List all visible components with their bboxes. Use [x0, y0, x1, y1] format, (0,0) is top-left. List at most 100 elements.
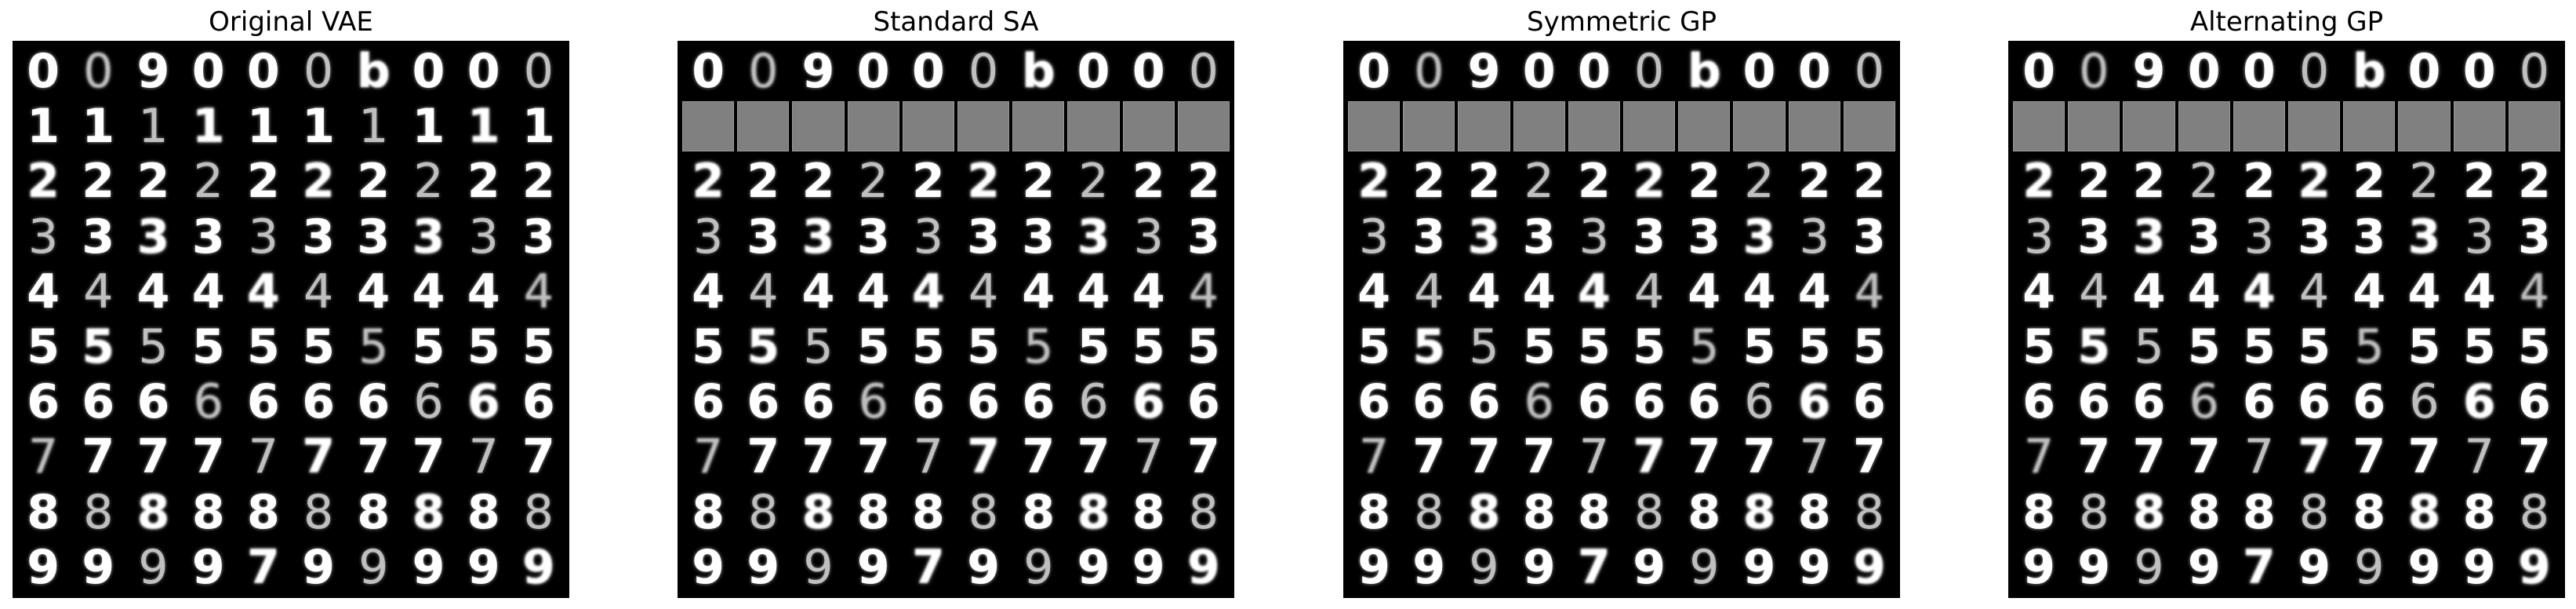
digit-cell: 6	[858, 374, 888, 430]
erased-digit-cell	[1177, 101, 1230, 152]
digit-cell: 5	[967, 319, 1000, 375]
erased-digit-cell	[2233, 101, 2285, 152]
digit-cell: 5	[2407, 319, 2441, 375]
digit-cell: 4	[2243, 264, 2276, 319]
digit-cell: 1	[247, 99, 280, 155]
digit-cell: 5	[82, 319, 115, 375]
digit-cell: 8	[83, 484, 114, 540]
erased-digit-cell	[1733, 101, 1786, 152]
digit-cell: 3	[136, 209, 170, 264]
digit-cell: 5	[1522, 319, 1556, 375]
digit-cell: 0	[968, 44, 999, 100]
erased-digit-cell	[957, 101, 1010, 152]
erased-digit-cell	[847, 101, 899, 152]
digit-cell: 0	[191, 44, 225, 100]
digit-cell: 8	[1578, 484, 1611, 540]
erased-digit-cell	[1678, 101, 1731, 152]
digit-cell: 0	[467, 44, 500, 100]
digit-cell: 2	[82, 154, 115, 210]
digit-cell: 5	[1077, 319, 1110, 375]
digit-cell: 2	[747, 154, 780, 210]
digit-cell: 3	[357, 209, 391, 264]
digit-cell: 3	[1133, 209, 1164, 264]
digit-cell: 8	[968, 484, 999, 540]
digit-cell: 2	[2409, 154, 2440, 210]
digit-cell: 6	[2518, 374, 2551, 430]
erased-digit-cell	[1012, 101, 1065, 152]
digit-cell: 7	[967, 429, 1000, 485]
digit-cell: 9	[1853, 539, 1886, 595]
digit-cell: 8	[2298, 484, 2330, 540]
digit-cell: 0	[2462, 44, 2496, 100]
digit-cell: 3	[1359, 209, 1390, 264]
digit-cell: 8	[1357, 484, 1390, 540]
digit-cell: 6	[193, 374, 223, 430]
digit-cell: 4	[523, 264, 554, 319]
digit-cell: 2	[193, 154, 223, 210]
erased-digit-cell	[2343, 101, 2396, 152]
digit-cell: 7	[747, 429, 780, 485]
digit-cell: 6	[912, 374, 945, 430]
digit-cell: 5	[522, 319, 555, 375]
digit-cell: 6	[1797, 374, 1831, 430]
digit-cell: 4	[2462, 264, 2496, 319]
digit-cell: 9	[967, 539, 1000, 595]
digit-cell: 6	[1688, 374, 1721, 430]
digit-cell: 8	[2353, 484, 2386, 540]
digit-cell: 8	[801, 484, 835, 540]
digit-cell: 5	[2518, 319, 2551, 375]
digit-cell: 8	[2132, 484, 2166, 540]
digit-cell: 5	[2243, 319, 2276, 375]
digit-cell: 3	[28, 209, 59, 264]
digit-cell: 6	[1853, 374, 1886, 430]
digit-cell: 3	[2077, 209, 2111, 264]
digit-cell: 6	[1467, 374, 1501, 430]
digit-cell: 0	[27, 44, 60, 100]
digit-cell: 5	[247, 319, 280, 375]
digit-cell: 3	[1853, 209, 1886, 264]
digit-cell: 4	[247, 264, 280, 319]
digit-cell: 3	[2024, 209, 2055, 264]
digit-cell: 8	[1854, 484, 1884, 540]
digit-cell: 2	[2462, 154, 2496, 210]
digit-cell: 0	[1797, 44, 1831, 100]
digit-cell: 9	[2518, 539, 2551, 595]
digit-cell: 6	[1524, 374, 1554, 430]
digit-cell: 1	[27, 99, 60, 155]
digit-cell: 3	[801, 209, 835, 264]
digit-cell: 7	[1359, 429, 1390, 485]
digit-cell: 6	[1022, 374, 1055, 430]
digit-cell: 2	[692, 154, 725, 210]
digit-cell: 3	[1579, 209, 1609, 264]
digit-cell: 8	[2243, 484, 2276, 540]
digit-cell: 7	[1467, 429, 1501, 485]
digit-cell: 8	[1742, 484, 1776, 540]
digit-cell: 2	[912, 154, 945, 210]
digit-cell: 5	[138, 319, 169, 375]
digit-cell: 4	[2079, 264, 2109, 319]
digit-cell: 4	[1414, 264, 1444, 319]
digit-cell: 2	[357, 154, 391, 210]
digit-cell: 9	[138, 539, 169, 595]
digit-cell: 6	[2189, 374, 2219, 430]
digit-cell: 4	[1188, 264, 1219, 319]
erased-digit-cell	[1513, 101, 1565, 152]
digit-cell: 0	[2298, 44, 2330, 100]
erased-digit-cell	[2013, 101, 2066, 152]
digit-cell: 5	[1797, 319, 1831, 375]
digit-cell: 8	[1633, 484, 1665, 540]
digit-cell: 6	[2077, 374, 2111, 430]
digit-cell: 5	[2022, 319, 2055, 375]
digit-cell: 3	[1022, 209, 1055, 264]
digit-cell: 3	[2298, 209, 2331, 264]
digit-cell: 8	[1688, 484, 1721, 540]
digit-cell: 5	[2354, 319, 2385, 375]
digit-cell: 7	[1579, 429, 1609, 485]
digit-cell: 8	[2407, 484, 2441, 540]
digit-cell: 3	[2518, 209, 2551, 264]
digit-cell: 8	[2519, 484, 2549, 540]
digit-cell: 4	[912, 264, 945, 319]
digit-cell: 1	[467, 99, 500, 155]
